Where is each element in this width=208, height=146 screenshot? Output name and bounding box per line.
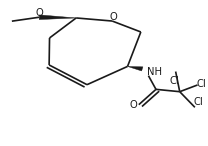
Text: O: O — [130, 100, 137, 110]
Text: O: O — [109, 12, 117, 22]
Text: Cl: Cl — [197, 79, 206, 89]
Text: Cl: Cl — [194, 97, 204, 107]
Text: NH: NH — [147, 67, 162, 77]
Text: O: O — [36, 8, 44, 18]
Polygon shape — [128, 66, 143, 71]
Polygon shape — [39, 15, 76, 20]
Text: Cl: Cl — [170, 76, 180, 86]
